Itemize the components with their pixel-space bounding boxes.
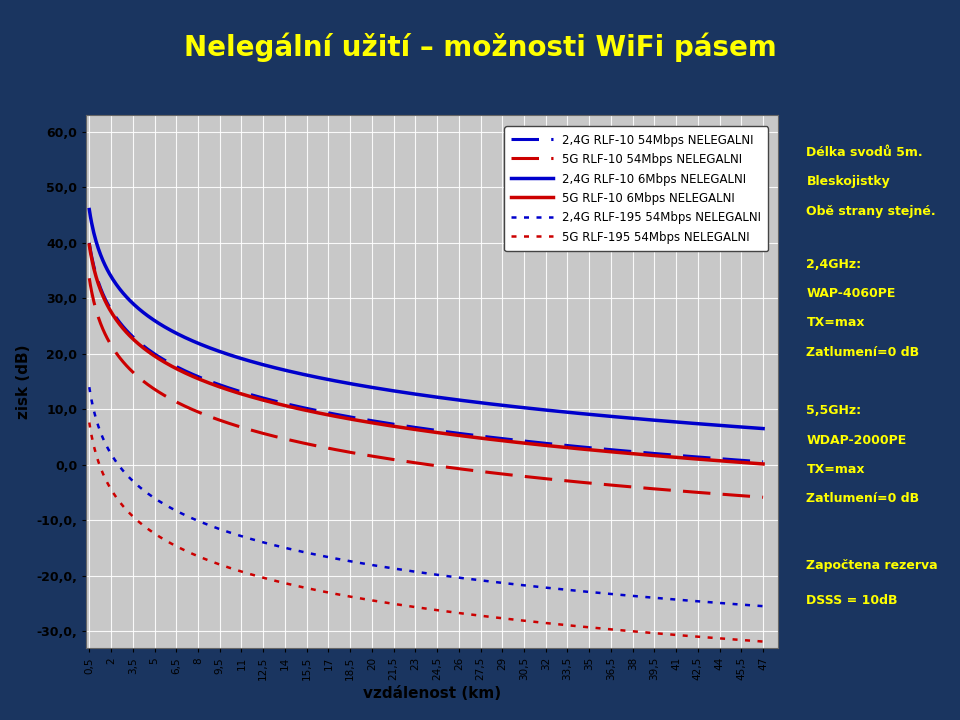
Text: 5,5GHz:: 5,5GHz:	[806, 405, 861, 418]
Text: TX=max: TX=max	[806, 317, 865, 330]
X-axis label: vzdálenost (km): vzdálenost (km)	[363, 686, 501, 701]
Text: DSSS = 10dB: DSSS = 10dB	[806, 593, 898, 606]
Text: Délka svodů 5m.: Délka svodů 5m.	[806, 146, 923, 159]
Text: Započtena rezerva: Započtena rezerva	[806, 559, 938, 572]
Text: WAP-4060PE: WAP-4060PE	[806, 287, 896, 300]
Legend: 2,4G RLF-10 54Mbps NELEGALNI, 5G RLF-10 54Mbps NELEGALNI, 2,4G RLF-10 6Mbps NELE: 2,4G RLF-10 54Mbps NELEGALNI, 5G RLF-10 …	[504, 127, 768, 251]
Text: Bleskojistky: Bleskojistky	[806, 175, 890, 189]
Text: Nelegální užití – možnosti WiFi pásem: Nelegální užití – možnosti WiFi pásem	[183, 32, 777, 61]
Y-axis label: zisk (dB): zisk (dB)	[16, 344, 31, 419]
Text: Zatlumení=0 dB: Zatlumení=0 dB	[806, 492, 920, 505]
Text: 2,4GHz:: 2,4GHz:	[806, 258, 861, 271]
Text: Zatlumení=0 dB: Zatlumení=0 dB	[806, 346, 920, 359]
Text: Obě strany stejné.: Obě strany stejné.	[806, 204, 936, 217]
Text: WDAP-2000PE: WDAP-2000PE	[806, 433, 906, 446]
Text: TX=max: TX=max	[806, 463, 865, 476]
